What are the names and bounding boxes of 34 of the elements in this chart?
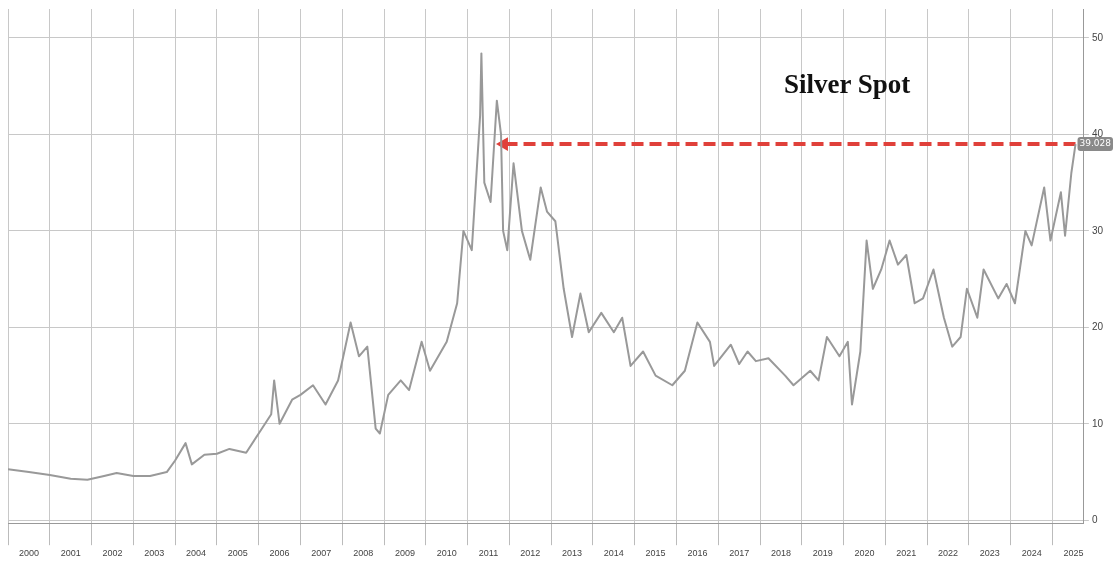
x-tick-label: 2007 [311,548,332,559]
x-tick-label: 2010 [436,548,457,559]
x-tick-label: 2011 [478,548,499,559]
x-tick-label: 2005 [227,548,248,559]
text: Silver Spot [784,68,911,99]
x-tick-label: 2013 [562,548,583,559]
x-tick-label: 2019 [812,548,833,559]
x-tick-label: 2017 [729,548,750,559]
y-tick-label: 30 [1091,224,1104,236]
x-tick-label: 2006 [269,548,290,559]
y-tick-label: 0 [1091,514,1098,526]
x-tick-label: 2003 [144,548,165,559]
x-tick-label: 2018 [770,548,791,559]
x-tick-label: 2016 [687,548,708,559]
x-tick-label: 2015 [645,548,666,559]
x-tick-label: 2022 [938,548,959,559]
x-tick-label: 2001 [60,548,81,559]
annotation: 39.028 [1079,138,1112,149]
x-tick-label: 2000 [18,548,39,559]
y-tick-label: 10 [1091,417,1104,429]
x-tick-label: 2004 [186,548,207,559]
x-tick-label: 2024 [1021,548,1042,559]
y-tick-label: 20 [1091,321,1104,333]
x-tick-label: 2021 [896,548,917,559]
x-tick-label: 2025 [1063,548,1084,559]
x-tick-label: 2002 [102,548,123,559]
x-tick-label: 2020 [854,548,875,559]
x-tick-label: 2023 [979,548,1000,559]
y-tick-label: 40 [1091,128,1104,140]
x-tick-label: 2012 [520,548,541,559]
x-tick-label: 2014 [603,548,624,559]
y-tick-label: 50 [1091,31,1104,43]
x-tick-label: 2008 [353,548,374,559]
x-tick-label: 2009 [394,548,415,559]
